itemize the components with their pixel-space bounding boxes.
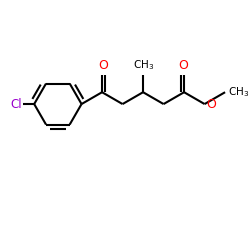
Text: O: O	[206, 98, 216, 112]
Text: CH$_3$: CH$_3$	[133, 58, 154, 72]
Text: CH$_3$: CH$_3$	[228, 85, 249, 99]
Text: O: O	[178, 59, 188, 72]
Text: O: O	[98, 59, 108, 72]
Text: Cl: Cl	[11, 98, 22, 110]
